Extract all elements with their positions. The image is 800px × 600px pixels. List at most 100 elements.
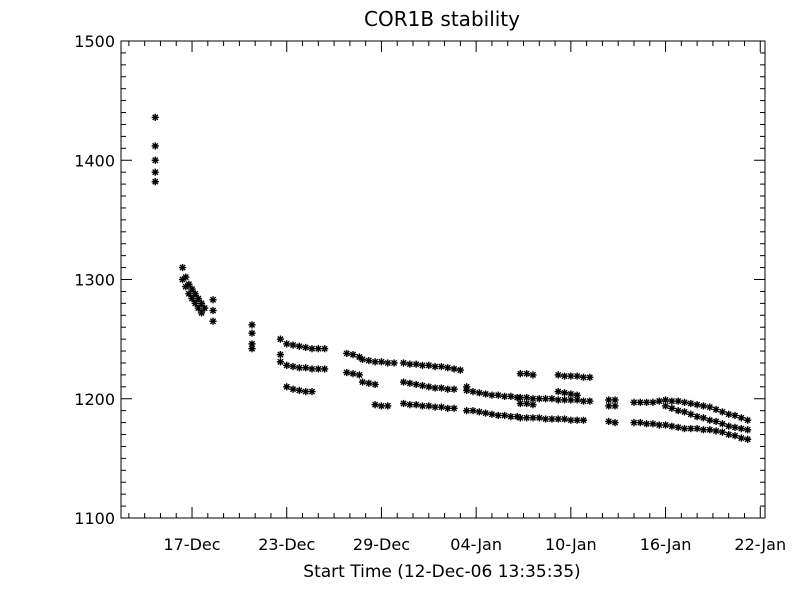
data-point bbox=[450, 385, 458, 393]
data-point bbox=[573, 416, 581, 424]
data-point bbox=[661, 421, 670, 429]
data-point bbox=[706, 426, 714, 434]
y-tick-label: 1500 bbox=[74, 32, 115, 51]
data-point bbox=[712, 417, 720, 426]
data-point bbox=[630, 419, 638, 427]
data-point bbox=[494, 391, 502, 399]
data-point bbox=[456, 366, 464, 374]
data-points bbox=[151, 113, 752, 443]
data-point bbox=[500, 392, 509, 400]
data-point bbox=[276, 358, 285, 366]
data-point bbox=[560, 415, 569, 423]
data-point bbox=[209, 317, 217, 325]
data-point bbox=[573, 391, 581, 399]
data-point bbox=[289, 362, 297, 371]
data-point bbox=[289, 341, 297, 349]
data-point bbox=[579, 416, 588, 424]
data-point bbox=[377, 402, 386, 410]
data-point bbox=[283, 383, 291, 391]
data-point bbox=[151, 168, 159, 176]
data-point bbox=[731, 423, 739, 431]
data-point bbox=[725, 430, 733, 439]
data-point bbox=[463, 386, 471, 395]
data-point bbox=[554, 371, 562, 379]
chart-title: COR1B stability bbox=[364, 7, 520, 31]
data-point bbox=[425, 402, 433, 410]
data-point bbox=[516, 414, 524, 422]
data-point bbox=[737, 414, 745, 422]
data-point bbox=[731, 432, 739, 440]
data-point bbox=[737, 434, 745, 442]
data-point bbox=[611, 402, 619, 410]
data-point bbox=[437, 403, 446, 411]
data-point bbox=[560, 396, 569, 404]
axis-ticks bbox=[121, 40, 765, 519]
y-tick-label: 1100 bbox=[74, 509, 115, 528]
data-point bbox=[699, 402, 708, 410]
data-point bbox=[371, 380, 379, 389]
data-point bbox=[194, 294, 202, 303]
x-tick-label: 22-Jan bbox=[734, 535, 786, 554]
data-point bbox=[406, 401, 414, 409]
data-point bbox=[548, 415, 556, 423]
data-point bbox=[674, 397, 682, 405]
data-point bbox=[668, 422, 676, 430]
data-point bbox=[349, 370, 357, 378]
data-point bbox=[469, 387, 477, 396]
data-point bbox=[308, 365, 316, 373]
data-point bbox=[516, 370, 524, 378]
data-point bbox=[431, 384, 439, 392]
data-point bbox=[718, 408, 726, 416]
data-point bbox=[605, 417, 613, 426]
data-point bbox=[425, 361, 433, 369]
data-point bbox=[384, 402, 392, 410]
data-point bbox=[365, 379, 373, 387]
data-point bbox=[668, 397, 676, 405]
data-point bbox=[655, 397, 663, 405]
data-point bbox=[636, 419, 644, 427]
y-tick-label: 1400 bbox=[74, 151, 115, 170]
data-point bbox=[567, 416, 575, 424]
data-point bbox=[371, 401, 379, 409]
data-point bbox=[718, 428, 726, 436]
data-point bbox=[151, 142, 159, 150]
data-point bbox=[191, 299, 199, 307]
data-point bbox=[712, 405, 720, 414]
data-point bbox=[185, 290, 193, 298]
data-point bbox=[248, 345, 256, 353]
data-point bbox=[554, 396, 562, 404]
data-point bbox=[706, 403, 714, 411]
data-point bbox=[687, 424, 695, 433]
data-point bbox=[314, 345, 322, 353]
data-point bbox=[412, 401, 420, 409]
data-point bbox=[560, 389, 569, 397]
data-point bbox=[680, 424, 689, 433]
data-point bbox=[655, 421, 663, 429]
data-point bbox=[191, 290, 199, 298]
data-point bbox=[406, 379, 414, 387]
data-point bbox=[358, 378, 367, 386]
data-point bbox=[178, 275, 187, 284]
data-point bbox=[321, 345, 329, 353]
data-point bbox=[343, 368, 351, 377]
data-point bbox=[507, 413, 515, 421]
data-point bbox=[283, 340, 291, 348]
data-point bbox=[437, 362, 446, 371]
data-point bbox=[649, 398, 657, 406]
data-point bbox=[431, 362, 439, 371]
data-point bbox=[399, 378, 408, 386]
data-point bbox=[201, 304, 209, 312]
data-point bbox=[643, 420, 651, 428]
data-point bbox=[668, 404, 676, 412]
data-point bbox=[541, 395, 550, 403]
data-point bbox=[475, 408, 483, 416]
x-tick-label: 23-Dec bbox=[258, 535, 315, 554]
data-point bbox=[289, 385, 297, 393]
data-point bbox=[444, 385, 452, 393]
data-point bbox=[579, 397, 588, 405]
data-point bbox=[529, 414, 537, 422]
data-point bbox=[529, 371, 537, 379]
data-point bbox=[444, 404, 452, 412]
data-point bbox=[197, 299, 206, 307]
